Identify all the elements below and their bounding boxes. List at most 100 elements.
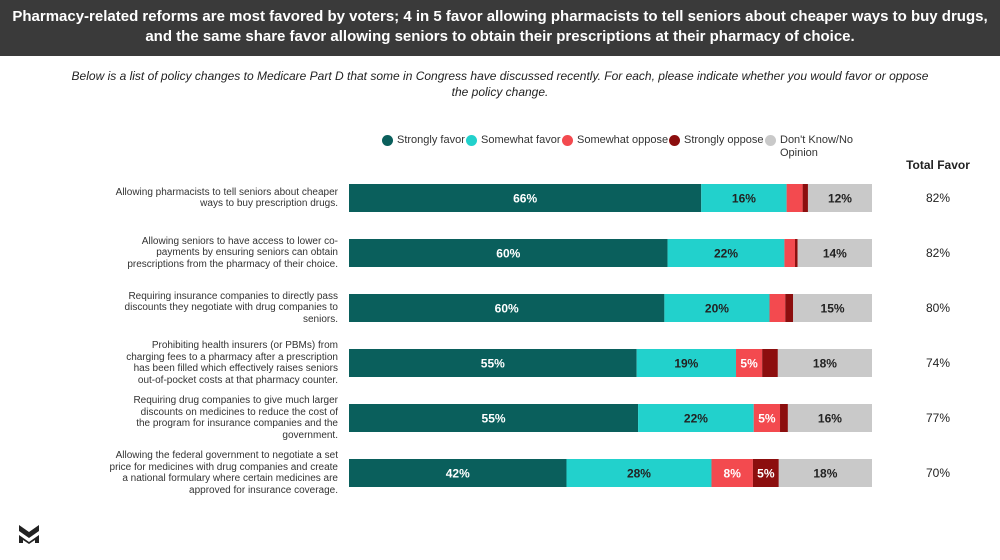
row-label: Allowing the federal government to negot… bbox=[88, 450, 338, 496]
row-label-line: Allowing the federal government to negot… bbox=[115, 450, 338, 461]
chart-subtitle: Below is a list of policy changes to Med… bbox=[40, 68, 960, 100]
logo-mark-upper bbox=[19, 525, 39, 538]
data-label: 5% bbox=[757, 467, 775, 481]
total-favor-value: 82% bbox=[925, 191, 951, 205]
bar-segment-somewhat-favor bbox=[638, 404, 754, 432]
legend-label: Somewhat oppose bbox=[577, 134, 669, 146]
legend-item-somewhat-oppose: Somewhat oppose bbox=[562, 134, 668, 147]
bar-segment-strongly-oppose bbox=[795, 239, 798, 267]
data-label: 14% bbox=[823, 247, 847, 261]
row-label-line: Prohibiting health insurers (or PBMs) fr… bbox=[151, 340, 338, 351]
bar-segment-dont-know bbox=[807, 184, 872, 212]
legend-swatch bbox=[562, 135, 573, 146]
data-label: 55% bbox=[482, 412, 506, 426]
bar-segment-strongly-oppose bbox=[802, 184, 808, 212]
bar-segment-dont-know bbox=[793, 294, 872, 322]
data-label: 15% bbox=[821, 302, 845, 316]
row-label-line: Allowing seniors to have access to lower… bbox=[141, 235, 338, 247]
row-label-line: out-of-pocket costs at that pharmacy cou… bbox=[137, 374, 338, 386]
bar-segment-strongly-favor bbox=[349, 294, 665, 322]
data-label: 19% bbox=[674, 357, 698, 371]
row-label-line: Allowing pharmacists to tell seniors abo… bbox=[115, 186, 338, 198]
logo-mark-lower bbox=[19, 535, 39, 544]
bar-segment-somewhat-favor bbox=[667, 239, 785, 267]
bar-segment-somewhat-favor bbox=[701, 184, 787, 212]
bar-segment-somewhat-oppose bbox=[784, 239, 796, 267]
bar-segment-strongly-favor bbox=[349, 404, 639, 432]
data-label: 18% bbox=[813, 467, 837, 481]
row-label-line: Requiring insurance companies to directl… bbox=[128, 290, 338, 302]
row-label-line: payments by ensuring seniors can obtain bbox=[156, 247, 338, 259]
chart-subtitle-line-1: Below is a list of policy changes to Med… bbox=[71, 69, 929, 83]
data-label: 16% bbox=[818, 412, 842, 426]
data-label: 22% bbox=[684, 412, 708, 426]
bar-segment-somewhat-oppose bbox=[769, 294, 786, 322]
legend-swatch bbox=[669, 135, 680, 146]
row-label-line: charging fees to a pharmacy after a pres… bbox=[126, 351, 338, 363]
bar-segment-strongly-favor bbox=[349, 184, 702, 212]
row-label-line: discounts they negotiate with drug compa… bbox=[124, 302, 338, 314]
data-label: 66% bbox=[513, 192, 537, 206]
total-favor-value: 82% bbox=[925, 246, 951, 260]
bar-segment-somewhat-oppose bbox=[753, 404, 781, 432]
legend-item-strongly-favor: Strongly favor bbox=[382, 134, 465, 147]
legend-label: Strongly favor bbox=[397, 134, 465, 146]
row-label: Allowing pharmacists to tell seniors abo… bbox=[88, 187, 338, 210]
bar-segment-somewhat-oppose bbox=[736, 349, 763, 377]
row-label-line: the program for insurance companies and … bbox=[136, 418, 338, 429]
data-label: 5% bbox=[740, 357, 758, 371]
row-label: Allowing seniors to have access to lower… bbox=[88, 236, 338, 271]
row-label: Requiring drug companies to give much la… bbox=[88, 395, 338, 441]
bar-segment-strongly-oppose bbox=[785, 294, 794, 322]
row-label-line: discounts on medicines to reduce the cos… bbox=[140, 406, 338, 418]
total-favor-value: 70% bbox=[925, 466, 951, 480]
bar-segment-dont-know bbox=[777, 349, 872, 377]
row-label: Requiring insurance companies to directl… bbox=[88, 291, 338, 326]
bar-segment-dont-know bbox=[787, 404, 872, 432]
legend-item-dont-know: Don't Know/No Opinion bbox=[765, 134, 860, 160]
data-label: 12% bbox=[828, 192, 852, 206]
bar-segment-strongly-oppose bbox=[752, 459, 779, 487]
bar-segment-dont-know bbox=[797, 239, 872, 267]
row-label-line: approved for insurance coverage. bbox=[189, 484, 338, 496]
legend-swatch bbox=[382, 135, 393, 146]
row-label-line: ways to buy prescription drugs. bbox=[200, 198, 338, 209]
data-label: 60% bbox=[496, 247, 520, 261]
brand-logo bbox=[19, 525, 39, 544]
legend-item-somewhat-favor: Somewhat favor bbox=[466, 134, 560, 147]
bar-segment-strongly-favor bbox=[349, 459, 567, 487]
row-label-line: price for medicines with drug companies … bbox=[109, 461, 338, 473]
chart-title-line-1: Pharmacy-related reforms are most favore… bbox=[12, 8, 988, 25]
data-label: 60% bbox=[495, 302, 519, 316]
total-favor-value: 74% bbox=[925, 356, 951, 370]
bar-segment-strongly-favor bbox=[349, 239, 668, 267]
data-label: 5% bbox=[758, 412, 776, 426]
bar-segment-strongly-favor bbox=[349, 349, 637, 377]
data-label: 20% bbox=[705, 302, 729, 316]
bar-segment-somewhat-favor bbox=[636, 349, 737, 377]
total-favor-value: 80% bbox=[925, 301, 951, 315]
bar-segment-somewhat-oppose bbox=[711, 459, 753, 487]
row-label-line: seniors. bbox=[302, 313, 338, 325]
chart-title-line-2: and the same share favor allowing senior… bbox=[145, 28, 855, 45]
row-label-line: a national formulary where certain medic… bbox=[122, 473, 338, 484]
data-label: 55% bbox=[481, 357, 505, 371]
total-favor-value: 77% bbox=[925, 411, 951, 425]
legend-label: Somewhat favor bbox=[481, 134, 561, 146]
bar-segment-dont-know bbox=[778, 459, 872, 487]
data-label: 16% bbox=[732, 192, 756, 206]
bar-segment-strongly-oppose bbox=[762, 349, 778, 377]
row-label-line: government. bbox=[282, 429, 338, 441]
row-label-line: has been filled which effectively raises… bbox=[133, 363, 338, 374]
legend-label: Strongly oppose bbox=[684, 134, 764, 146]
row-label-line: Requiring drug companies to give much la… bbox=[133, 395, 338, 406]
bar-segment-somewhat-favor bbox=[664, 294, 770, 322]
total-favor-header: Total Favor bbox=[906, 158, 970, 172]
data-label: 18% bbox=[813, 357, 837, 371]
legend-swatch bbox=[765, 135, 776, 146]
chart-subtitle-line-2: the policy change. bbox=[451, 85, 549, 99]
legend-label: Don't Know/No Opinion bbox=[780, 134, 854, 159]
data-label: 28% bbox=[627, 467, 651, 481]
legend-swatch bbox=[466, 135, 477, 146]
